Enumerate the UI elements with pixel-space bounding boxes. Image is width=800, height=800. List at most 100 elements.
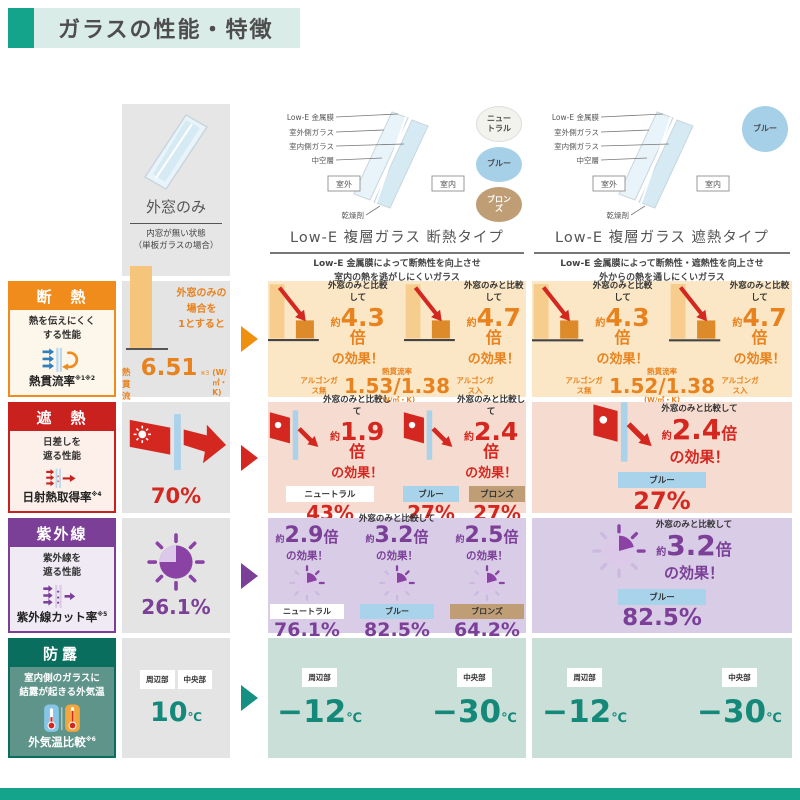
condensation-desc-2: 結露が起きる外気温 [19, 687, 105, 699]
position-badge-center: 中央部 [177, 670, 212, 689]
single-glass-pane-icon [143, 114, 209, 190]
comparison-arrow-shielding [236, 402, 262, 513]
uv-pie-sun-icon [379, 564, 415, 601]
argon-filled-label: アルゴンガス入 [456, 375, 494, 395]
cell-shielding-right: 外窓のみと比較して 約2.4倍 の効果！ ブルー 27% [532, 402, 792, 516]
comparison-arrow-uv [236, 518, 262, 633]
uv-pie-sun-icon [147, 532, 205, 591]
footnote-mark: ※4 [91, 491, 102, 499]
times-label: 倍 [715, 540, 732, 560]
times-label: 倍 [323, 527, 339, 546]
outer-window-title: 外窓のみ [145, 198, 206, 216]
cell-condensation-right: 周辺部 −12℃ 中央部 −30℃ [532, 638, 792, 758]
diagram-label-inside: 室内 [440, 179, 456, 189]
times-label: 倍 [503, 527, 519, 546]
metric-label-u-value: 熱貫流率 [28, 374, 75, 388]
shielding-column-title: Low-E 複層ガラス 遮熱タイプ [555, 230, 769, 246]
times-label: 倍 [721, 424, 738, 444]
effect-value: 4.7 [476, 302, 521, 332]
color-option-bronze: ブロンズ [476, 186, 522, 222]
approx-label: 約 [595, 317, 606, 329]
color-option-neutral: ニュートラル [476, 106, 522, 142]
color-option-blue: ブルー [476, 146, 522, 182]
column-header-outer-window: 外窓のみ 内窓が無い状態 （単板ガラスの場合） [122, 104, 230, 276]
uv-pie-sun-icon [289, 564, 325, 601]
shielding-desc-1: 日差しを [42, 437, 81, 448]
effect-label: の効果！ [466, 549, 508, 562]
baseline-note-2: 場合を [186, 303, 217, 315]
times-label: 倍 [413, 527, 429, 546]
effect-value: 2.4 [671, 413, 722, 447]
temp-unit: ℃ [346, 711, 362, 726]
effect-value: 2.9 [284, 522, 324, 548]
sun-deflect-icon [403, 409, 453, 460]
diagram-label-inside: 室内 [705, 179, 721, 189]
diagram-label-outer-glass: 室外側ガラス [554, 127, 599, 137]
temp-unit: ℃ [501, 711, 517, 726]
footnote-mark: ※6 [85, 736, 96, 744]
row-title-condensation: 防露 [10, 640, 114, 667]
column-header-shielding-type: Low-E 金属膜 室外側ガラス 室内側ガラス 中空層 室外 室内 乾燥剤 ブル… [532, 104, 792, 283]
baseline-note-3: 1とすると [178, 319, 225, 330]
bar-comparison-icon [268, 284, 319, 341]
right-arrow-icon [240, 562, 258, 589]
glass-color-options: ブルー [738, 104, 792, 222]
shgc-value: 70% [150, 483, 202, 508]
u-value-label: 熱貫流率 [382, 366, 412, 376]
glass-color-options: ニュートラル ブルー ブロンズ [472, 104, 526, 222]
uv-cut-value: 76.1% [274, 618, 340, 641]
insulation-desc-2: する性能 [42, 330, 81, 342]
bar-comparison-icon [404, 284, 455, 341]
diagram-label-air-layer: 中空層 [312, 155, 335, 165]
argon-filled-label: アルゴンガス入 [721, 375, 759, 395]
approx-label: 約 [732, 317, 743, 329]
title-accent-square [8, 8, 34, 48]
shielding-column-desc-1: Low-E 金属膜によって断熱性・遮熱性を向上させ [560, 259, 764, 269]
approx-label: 約 [329, 432, 340, 443]
row-header-condensation: 防露 室内側のガラスに 結露が起きる外気温 外気温比較※6 [8, 638, 116, 758]
diagram-label-desiccant: 乾燥剤 [607, 210, 630, 220]
thermometer-icons [44, 704, 80, 732]
row-header-insulation: 断 熱 熱を伝えにくく する性能 熱貫流率※1※2 [8, 281, 116, 397]
argon-free-label: アルゴンガス無 [300, 375, 338, 395]
temp-value: 10 [149, 697, 188, 728]
effect-value: 3.2 [374, 522, 414, 548]
times-label: 倍 [483, 442, 500, 461]
approx-label: 約 [330, 317, 341, 329]
glass-variant-badge-blue: ブルー [618, 589, 706, 606]
divider [130, 223, 222, 224]
glass-variant-badge-neutral: ニュートラル [270, 603, 344, 619]
cell-condensation-outer: 周辺部 中央部 10℃ [122, 638, 230, 758]
title-background: ガラスの性能・特徴 [34, 8, 300, 48]
u-value-label: 熱貫流率 [647, 366, 677, 376]
uv-block-icon [43, 584, 76, 608]
uv-desc-1: 紫外線を [42, 553, 81, 564]
effect-label: の効果！ [465, 466, 518, 481]
compare-label: 外窓のみと比較して [323, 395, 392, 417]
effect-value: 4.3 [340, 302, 385, 332]
cell-uv-mid: 外窓のみと比較して 約2.9倍 の効果！ ニュートラル [268, 514, 526, 641]
glass-variant-badge-neutral: ニュートラル [286, 486, 374, 502]
effect-label: の効果！ [663, 564, 724, 583]
cell-insulation-mid: 外窓のみと比較して 約4.3倍 の効果！ 外窓のみと比較して 約4.7倍 の効果… [268, 281, 526, 404]
position-badge-edge: 周辺部 [567, 668, 602, 687]
temp-value: −30 [432, 694, 502, 730]
footer-accent-bar [0, 788, 800, 800]
u-value-number: 6.51 [140, 355, 198, 381]
shgc-value: 27% [633, 487, 691, 516]
divider [270, 252, 524, 254]
effect-label: の効果！ [669, 448, 730, 467]
u-value-unit: (W/㎡・K) [212, 368, 228, 397]
insulation-desc-1: 熱を伝えにくく [28, 316, 96, 327]
compare-label: 外窓のみと比較して [661, 404, 738, 415]
diagram-label-inner-glass: 室内側ガラス [554, 141, 599, 151]
position-badge-edge: 周辺部 [302, 668, 337, 687]
u-value-unit: (W/㎡・K) [643, 395, 681, 404]
effect-value: 4.3 [605, 302, 650, 332]
glass-variant-badge-bronze: ブロンズ [450, 603, 524, 619]
page-title: ガラスの性能・特徴 [58, 18, 274, 43]
effect-value: 2.5 [464, 522, 504, 548]
outer-window-subtitle-1: 内窓が無い状態 [146, 229, 206, 239]
approx-label: 約 [661, 431, 672, 443]
argon-free-label: アルゴンガス無 [565, 375, 603, 395]
